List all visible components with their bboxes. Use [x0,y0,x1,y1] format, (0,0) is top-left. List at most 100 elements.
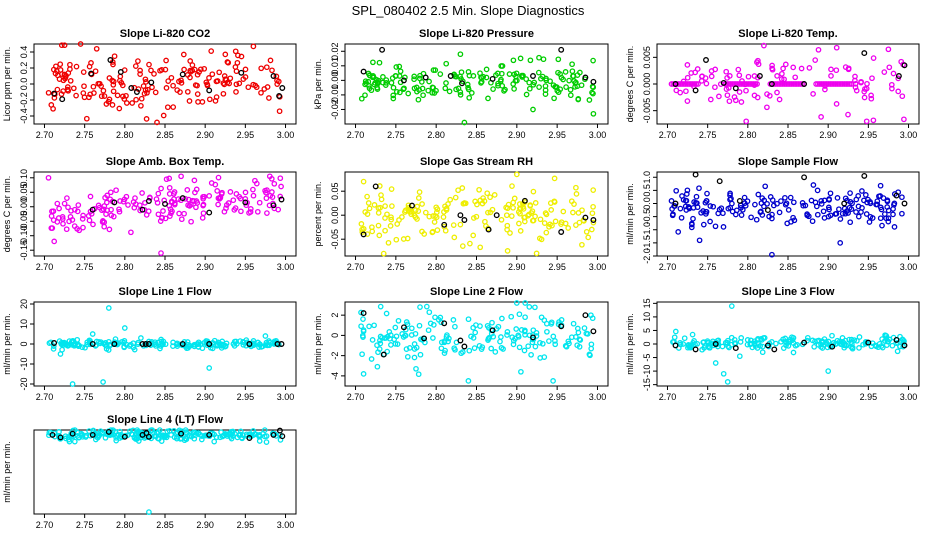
highlight-point [768,81,775,87]
data-point [464,81,471,88]
data-point [718,205,725,212]
data-point [776,96,783,103]
data-point [457,91,464,98]
data-point [508,213,515,219]
data-point [221,81,228,88]
data-point [142,76,149,83]
x-tick-label: 2.90 [508,392,526,402]
data-point [380,74,386,80]
data-point [59,216,66,222]
data-point [798,65,805,72]
highlight-point [206,431,213,438]
highlight-point [139,341,146,347]
highlight-point [276,427,283,434]
data-point [510,57,517,64]
x-tick-label: 3.00 [900,262,918,272]
data-point [188,218,194,225]
highlight-point [276,93,283,99]
data-point [673,187,680,194]
x-tick-label: 2.90 [196,392,214,402]
data-point [669,206,675,212]
data-point [785,338,792,345]
data-point [198,436,205,443]
data-point [431,219,438,225]
data-point [513,70,520,77]
data-point [408,325,415,332]
y-tick-label: -15 [642,378,652,391]
x-tick-label: 2.80 [427,130,445,140]
data-point [271,205,278,212]
data-point [129,100,136,106]
data-point [411,354,418,361]
data-point [576,219,583,226]
data-point [879,222,885,229]
data-point [848,206,855,212]
y-tick-label: 0.05 [330,182,340,200]
x-tick-label: 2.70 [347,262,365,272]
x-tick-label: 2.95 [237,520,255,530]
data-point [233,81,240,88]
data-point [144,86,151,93]
data-point [518,368,524,375]
data-point [214,188,221,194]
data-point [565,225,572,231]
x-tick-label: 2.85 [779,262,797,272]
data-point [69,381,76,387]
x-tick-label: 2.75 [387,392,405,402]
data-point [523,91,530,98]
data-point [703,208,710,215]
data-point [74,225,80,232]
highlight-point [457,212,464,219]
highlight-point [485,226,492,233]
highlight-point [441,320,448,327]
data-point [392,324,399,331]
y-tick-label: 0.00 [330,72,340,90]
data-point [143,116,150,122]
data-point [181,210,187,217]
data-point [478,80,484,86]
data-point [269,189,275,195]
y-tick-label: 0.02 [330,43,340,61]
highlight-point [142,341,149,347]
y-tick-label: -2 [330,352,340,360]
highlight-point [582,74,589,81]
data-point [590,84,597,91]
data-point [703,197,710,204]
data-point [834,337,841,344]
highlight-points [51,57,286,103]
panel-6: Slope Sample Flow 2.70 2.75 2.80 2.85 2.90 2.9… [625,156,920,272]
data-point [566,77,572,84]
data-point [550,333,557,340]
data-point [845,210,851,216]
data-point [696,185,702,192]
data-point [890,206,896,212]
highlight-point [246,435,253,441]
highlight-point [360,310,367,317]
data-point [825,338,832,345]
data-point [261,427,268,433]
data-point [411,76,417,83]
data-point [861,88,868,95]
data-point [769,62,775,69]
data-point [225,200,232,206]
data-point [752,201,758,208]
data-point [146,61,152,68]
highlight-point [672,200,679,207]
data-point [546,223,552,230]
data-point [837,216,844,222]
data-point [80,212,86,219]
data-point [443,205,450,212]
data-point [240,341,247,348]
data-point [446,88,453,95]
data-point [440,214,447,220]
highlight-point [179,71,186,78]
data-point [497,338,503,345]
data-point [376,232,383,239]
x-tick-label: 2.75 [76,262,94,272]
y-tick-label: 0.00 [19,198,29,216]
data-point [100,87,107,94]
data-point [522,314,528,321]
data-point [130,340,137,347]
data-point [258,344,265,350]
data-point [484,322,491,329]
